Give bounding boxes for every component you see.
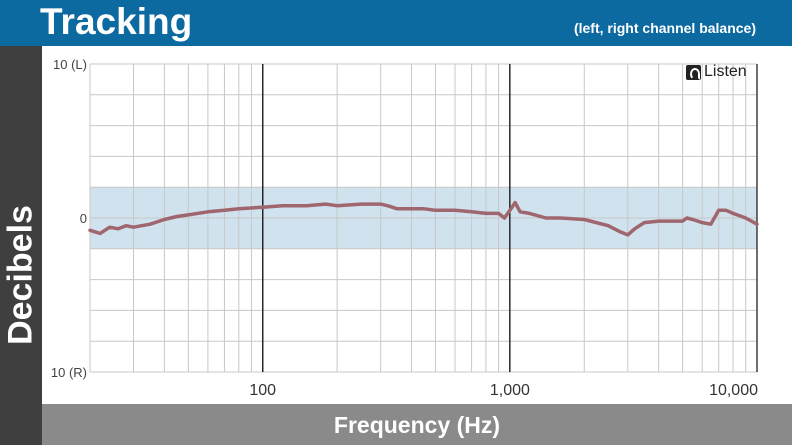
series-layer xyxy=(88,200,759,237)
chart-subtitle: (left, right channel balance) xyxy=(573,20,756,36)
x-tick-label: 10,000 xyxy=(709,382,758,399)
x-tick-label: 1,000 xyxy=(490,382,530,399)
y-tick-label: 10 (L) xyxy=(53,57,87,72)
tracking-chart: 10 (L) 0 10 (R) 100 1,000 10,000 xyxy=(51,57,759,399)
x-axis-label-bar: Frequency (Hz) xyxy=(42,404,792,445)
listen-logo: Listen xyxy=(686,62,747,82)
logo-text: Listen xyxy=(704,63,747,80)
y-axis-label-bar: Decibels xyxy=(0,46,42,445)
y-tick-label: 0 xyxy=(80,211,87,226)
y-axis-label: Decibels xyxy=(1,205,40,345)
y-tick-label: 10 (R) xyxy=(51,365,87,380)
x-axis-label: Frequency (Hz) xyxy=(333,412,501,438)
header-bar: Tracking (left, right channel balance) xyxy=(0,0,792,46)
grid xyxy=(89,63,758,373)
x-tick-label: 100 xyxy=(249,382,276,399)
series-line-1 xyxy=(88,200,759,237)
listen-logo-icon xyxy=(686,64,701,80)
tick-labels: 10 (L) 0 10 (R) 100 1,000 10,000 xyxy=(51,57,758,399)
chart-title: Tracking xyxy=(40,1,193,42)
